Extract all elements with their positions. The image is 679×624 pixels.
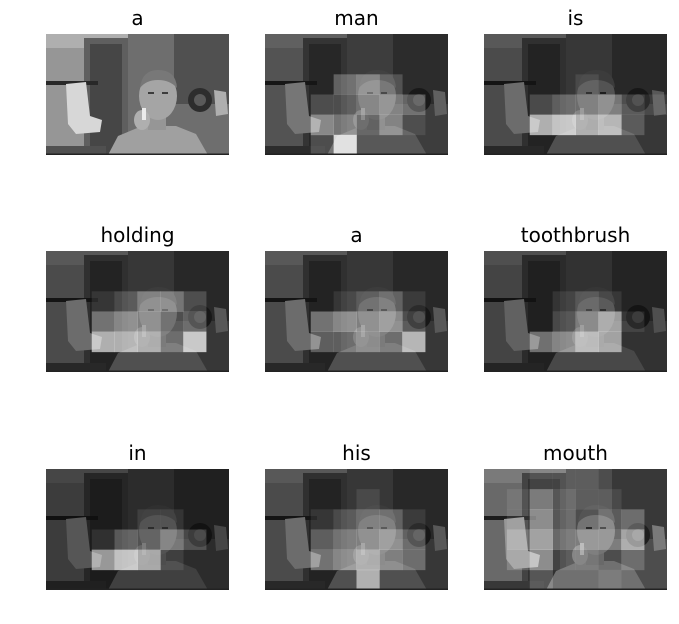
attention-panel-9: mouth <box>484 439 667 590</box>
attention-map-image <box>46 469 229 590</box>
attention-panel-6: toothbrush <box>484 221 667 372</box>
attention-panel-8: his <box>265 439 448 590</box>
attention-map-image <box>484 469 667 590</box>
attention-map-image <box>484 251 667 372</box>
attention-panel-1: a <box>46 4 229 155</box>
attention-map-image <box>265 469 448 590</box>
panel-title: man <box>334 6 379 30</box>
attention-map-image <box>484 34 667 155</box>
panel-title: his <box>342 441 371 465</box>
panel-title: mouth <box>543 441 608 465</box>
attention-panel-7: in <box>46 439 229 590</box>
panel-title: a <box>131 6 144 30</box>
attention-panel-3: is <box>484 4 667 155</box>
attention-map-image <box>46 34 229 155</box>
attention-panel-2: man <box>265 4 448 155</box>
panel-title: holding <box>100 223 175 247</box>
attention-panel-5: a <box>265 221 448 372</box>
panel-title: in <box>128 441 147 465</box>
attention-map-image <box>265 34 448 155</box>
panel-title: is <box>567 6 584 30</box>
attention-map-image <box>46 251 229 372</box>
attention-panel-4: holding <box>46 221 229 372</box>
panel-title: toothbrush <box>520 223 631 247</box>
panel-title: a <box>350 223 363 247</box>
attention-map-image <box>265 251 448 372</box>
